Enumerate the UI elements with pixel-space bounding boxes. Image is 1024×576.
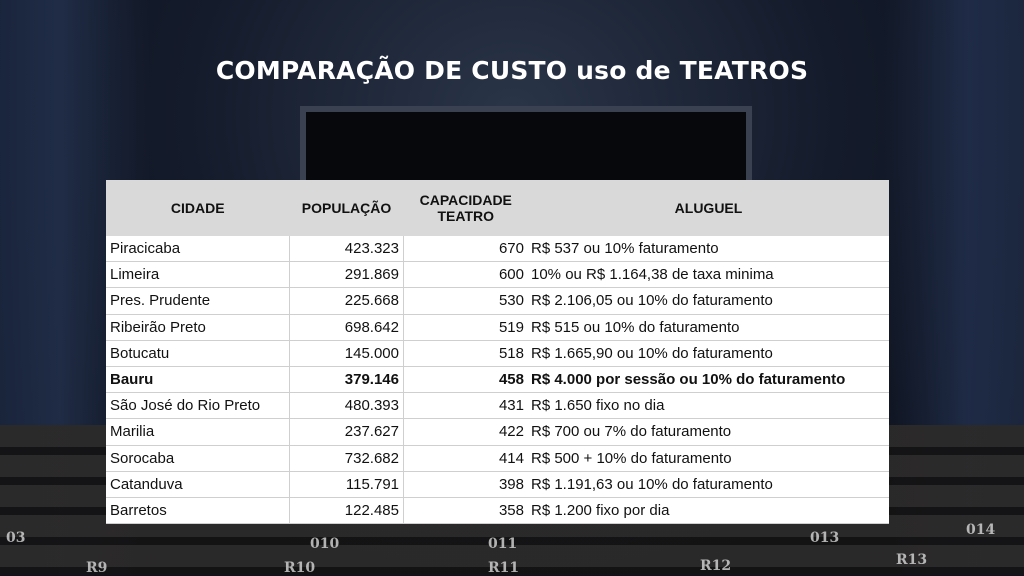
seat-label: R11 — [488, 560, 520, 576]
cell-population: 732.682 — [289, 445, 404, 472]
seat-label: 010 — [310, 536, 340, 552]
table-row: Barretos 122.485 358 R$ 1.200 fixo por dia — [106, 497, 889, 525]
cell-population: 423.323 — [289, 236, 404, 263]
cell-population: 480.393 — [289, 392, 404, 420]
cell-rent: R$ 500 + 10% do faturamento — [528, 445, 889, 472]
cell-rent: R$ 1.650 fixo no dia — [528, 392, 889, 420]
cell-capacity: 519 — [403, 314, 528, 341]
header-rent: ALUGUEL — [528, 180, 889, 236]
cell-capacity: 422 — [403, 418, 528, 446]
cell-rent: R$ 537 ou 10% faturamento — [528, 236, 889, 263]
cell-city: São José do Rio Preto — [106, 392, 290, 420]
cell-city: Pres. Prudente — [106, 287, 290, 315]
page-title: COMPARAÇÃO DE CUSTO uso de TEATROS — [215, 56, 809, 85]
cell-capacity: 414 — [403, 445, 528, 472]
cell-city: Botucatu — [106, 340, 290, 367]
cell-population: 225.668 — [289, 287, 404, 315]
table-row: Marilia 237.627 422 R$ 700 ou 7% do faturam… — [106, 418, 889, 446]
cell-rent: R$ 1.191,63 ou 10% do faturamento — [528, 471, 889, 498]
table-row: Bauru 379.146 458 R$ 4.000 por sessão ou 10… — [106, 366, 889, 394]
header-population: POPULAÇÃO — [289, 180, 404, 236]
cell-capacity: 518 — [403, 340, 528, 367]
cell-population: 145.000 — [289, 340, 404, 367]
cell-city: Marilia — [106, 418, 290, 446]
cell-city: Ribeirão Preto — [106, 314, 290, 341]
cell-rent: R$ 1.665,90 ou 10% do faturamento — [528, 340, 889, 367]
seat-label: 014 — [966, 522, 996, 538]
cell-rent: R$ 4.000 por sessão ou 10% do faturament… — [528, 366, 889, 394]
table-row: São José do Rio Preto 480.393 431 R$ 1.650 … — [106, 392, 889, 420]
table-header-row: CIDADE POPULAÇÃO CAPACIDADE TEATRO ALUGU… — [106, 180, 889, 236]
cell-capacity: 398 — [403, 471, 528, 498]
cell-city: Catanduva — [106, 471, 290, 498]
cell-capacity: 600 — [403, 261, 528, 289]
cell-city: Piracicaba — [106, 236, 290, 263]
seat-label: R12 — [700, 558, 732, 574]
cell-city: Barretos — [106, 497, 290, 525]
seat-label: R9 — [86, 560, 108, 576]
cell-population: 698.642 — [289, 314, 404, 341]
cell-population: 291.869 — [289, 261, 404, 289]
cell-capacity: 458 — [403, 366, 528, 394]
header-city: CIDADE — [106, 180, 290, 236]
seat-label: 011 — [488, 536, 518, 552]
cost-comparison-table: CIDADE POPULAÇÃO CAPACIDADE TEATRO ALUGU… — [106, 180, 889, 525]
cell-rent: R$ 700 ou 7% do faturamento — [528, 418, 889, 446]
header-capacity-line1: CAPACIDADE — [419, 192, 512, 208]
cell-capacity: 358 — [403, 497, 528, 525]
cell-population: 115.791 — [289, 471, 404, 498]
table-row: Ribeirão Preto 698.642 519 R$ 515 ou 10% do… — [106, 314, 889, 341]
seat-label: R13 — [896, 552, 928, 568]
table-row: Catanduva 115.791 398 R$ 1.191,63 ou 10% do… — [106, 471, 889, 498]
header-capacity: CAPACIDADE TEATRO — [403, 180, 528, 236]
cell-rent: R$ 1.200 fixo por dia — [528, 497, 889, 525]
cell-population: 237.627 — [289, 418, 404, 446]
seat-label: 013 — [810, 530, 840, 546]
cell-rent: R$ 2.106,05 ou 10% do faturamento — [528, 287, 889, 315]
seat-label: 03 — [6, 530, 26, 546]
cell-capacity: 530 — [403, 287, 528, 315]
cell-capacity: 670 — [403, 236, 528, 263]
cell-capacity: 431 — [403, 392, 528, 420]
cell-city: Bauru — [106, 366, 290, 394]
header-capacity-line2: TEATRO — [437, 208, 494, 224]
table-row: Pres. Prudente 225.668 530 R$ 2.106,05 ou 1… — [106, 287, 889, 315]
table-row: Sorocaba 732.682 414 R$ 500 + 10% do fatura… — [106, 445, 889, 472]
cell-population: 379.146 — [289, 366, 404, 394]
table-row: Limeira 291.869 600 10% ou R$ 1.164,38 de t… — [106, 261, 889, 289]
cell-rent: 10% ou R$ 1.164,38 de taxa minima — [528, 261, 889, 289]
cell-city: Sorocaba — [106, 445, 290, 472]
table-row: Piracicaba 423.323 670 R$ 537 ou 10% fatura… — [106, 236, 889, 263]
cell-rent: R$ 515 ou 10% do faturamento — [528, 314, 889, 341]
cell-population: 122.485 — [289, 497, 404, 525]
table-row: Botucatu 145.000 518 R$ 1.665,90 ou 10% do … — [106, 340, 889, 367]
cell-city: Limeira — [106, 261, 290, 289]
seat-label: R10 — [284, 560, 316, 576]
